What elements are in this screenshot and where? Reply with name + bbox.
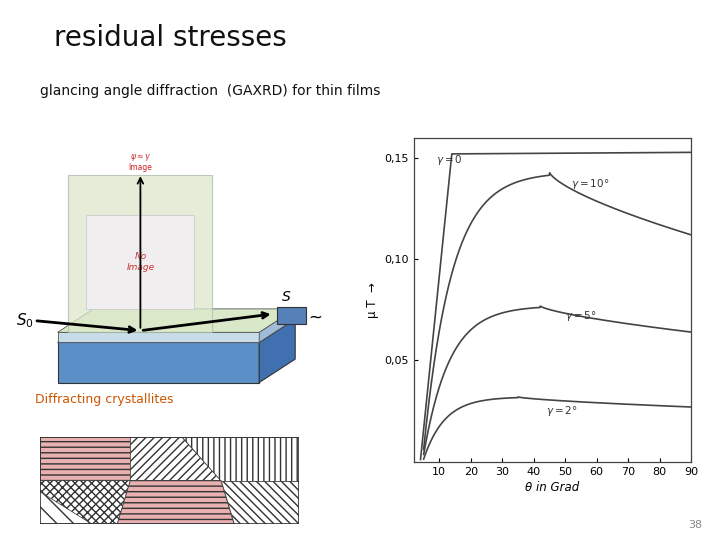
Text: $\gamma = 10°$: $\gamma = 10°$ [572,177,610,191]
Text: Diffracting crystallites: Diffracting crystallites [35,393,174,406]
Text: $\psi \approx \gamma$: $\psi \approx \gamma$ [130,152,151,163]
Text: $\gamma = 2°$: $\gamma = 2°$ [546,404,578,418]
Polygon shape [58,332,259,342]
Polygon shape [117,481,234,524]
Text: $\gamma = 5°$: $\gamma = 5°$ [565,309,597,323]
Polygon shape [86,215,194,309]
Text: 38: 38 [688,520,702,530]
Polygon shape [68,175,212,332]
Polygon shape [58,342,259,382]
Polygon shape [58,319,295,342]
Polygon shape [40,491,91,524]
Polygon shape [221,481,299,524]
Polygon shape [58,309,295,332]
Polygon shape [40,481,130,524]
Y-axis label: μ T  →: μ T → [366,282,379,318]
Text: Image: Image [128,163,153,172]
Text: ~: ~ [308,308,322,326]
Polygon shape [40,437,299,524]
Text: $\gamma = 0$: $\gamma = 0$ [436,153,463,167]
Text: No
Image: No Image [126,252,155,272]
Polygon shape [182,437,299,481]
Text: residual stresses: residual stresses [54,24,287,52]
Text: glancing angle diffraction  (GAXRD) for thin films: glancing angle diffraction (GAXRD) for t… [40,84,380,98]
Polygon shape [259,319,295,382]
Polygon shape [277,307,306,324]
Text: $S_0$: $S_0$ [16,311,34,330]
X-axis label: θ in Grad: θ in Grad [526,481,580,494]
Polygon shape [130,437,221,481]
Polygon shape [259,309,295,342]
Polygon shape [40,437,130,481]
Text: S: S [282,290,291,304]
